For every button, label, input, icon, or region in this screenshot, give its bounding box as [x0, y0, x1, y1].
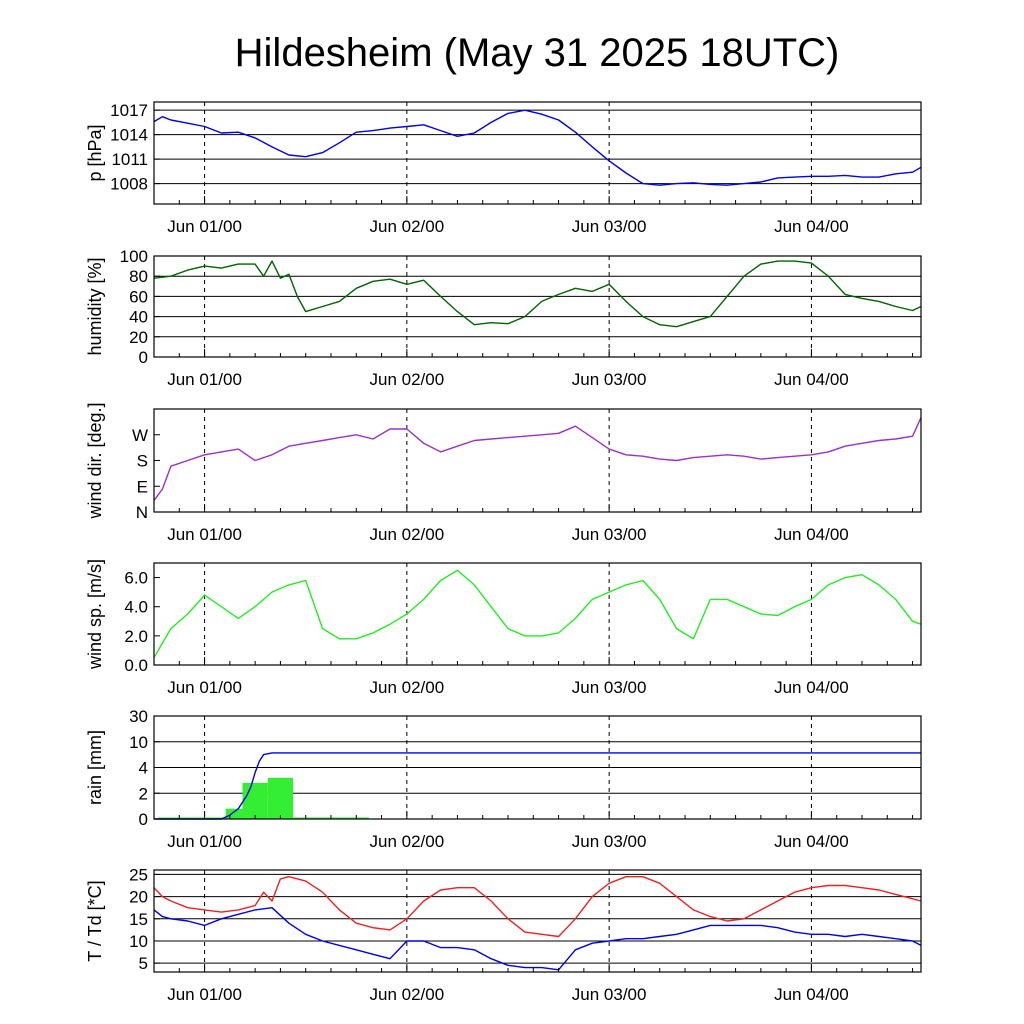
humidity-x-tick-label: Jun 01/00	[167, 370, 242, 389]
rain-series-0	[154, 752, 921, 820]
rain-x-tick-label: Jun 04/00	[774, 832, 849, 851]
pressure-y-tick-label: 1014	[110, 126, 148, 145]
rain-bar-4	[267, 777, 294, 819]
wind-direction-y-tick-label: S	[137, 452, 148, 471]
wind-direction-x-tick-label: Jun 04/00	[774, 525, 849, 544]
wind-speed-x-tick-label: Jun 02/00	[370, 678, 445, 697]
temperature-y-tick-label: 5	[139, 954, 148, 973]
wind-speed-series-0	[153, 569, 922, 659]
rain-y-tick-label: 0	[139, 810, 148, 829]
pressure-frame	[153, 101, 922, 205]
wind-direction-y-tick-label: W	[132, 426, 148, 445]
wind-direction-y-tick-label: E	[137, 477, 148, 496]
pressure-x-tick-label: Jun 01/00	[167, 217, 242, 236]
wind-direction-y-tick-label: N	[136, 503, 148, 522]
wind-speed-y-axis-label: wind sp. [m/s]	[85, 559, 105, 670]
temperature-series-1	[153, 907, 922, 971]
wind-speed-y-tick-label: 4.0	[124, 598, 148, 617]
pressure-x-tick-label: Jun 02/00	[370, 217, 445, 236]
temperature-y-tick-label: 20	[129, 888, 148, 907]
humidity-y-tick-label: 100	[120, 247, 148, 266]
temperature-series-0	[153, 876, 922, 938]
temperature-x-tick-label: Jun 01/00	[167, 985, 242, 1004]
temperature-y-tick-label: 15	[129, 910, 148, 929]
wind-speed-y-tick-label: 0.0	[124, 656, 148, 675]
wind-speed-x-tick-label: Jun 03/00	[572, 678, 647, 697]
wind-speed-frame	[153, 562, 922, 666]
chart-title: Hildesheim (May 31 2025 18UTC)	[235, 31, 840, 75]
wind-speed-y-tick-label: 2.0	[124, 627, 148, 646]
wind-speed-y-tick-label: 6.0	[124, 569, 148, 588]
wind-speed-x-tick-label: Jun 01/00	[167, 678, 242, 697]
rain-bar-1	[191, 817, 226, 819]
humidity-x-tick-label: Jun 04/00	[774, 370, 849, 389]
humidity-y-tick-label: 60	[129, 287, 148, 306]
humidity-y-axis-label: humidity [%]	[85, 257, 105, 355]
humidity-x-tick-label: Jun 03/00	[572, 370, 647, 389]
pressure-y-tick-label: 1008	[110, 175, 148, 194]
temperature-y-tick-label: 25	[129, 865, 148, 884]
wind-direction-x-tick-label: Jun 01/00	[167, 525, 242, 544]
rain-bar-3	[242, 782, 268, 819]
rain-y-axis-label: rain [mm]	[85, 730, 105, 805]
wind-direction-frame	[153, 408, 922, 513]
rain-x-tick-label: Jun 03/00	[572, 832, 647, 851]
temperature-y-tick-label: 10	[129, 932, 148, 951]
pressure-x-tick-label: Jun 03/00	[572, 217, 647, 236]
wind-direction-y-axis-label: wind dir. [deg.]	[85, 402, 105, 519]
wind-speed-x-tick-label: Jun 04/00	[774, 678, 849, 697]
humidity-series-0	[153, 260, 922, 328]
temperature-y-axis-label: T / Td [*C]	[85, 880, 105, 961]
humidity-y-tick-label: 40	[129, 308, 148, 327]
wind-direction-x-tick-label: Jun 03/00	[572, 525, 647, 544]
rain-y-tick-label: 4	[139, 759, 148, 778]
rain-y-tick-label: 2	[139, 784, 148, 803]
pressure-series-0	[153, 109, 922, 186]
humidity-y-tick-label: 0	[139, 348, 148, 367]
temperature-panel: 5 10 15 20 25 Jun 01/00 Jun 02/00 Jun 03/00 Jun …	[85, 865, 922, 1004]
wind-speed-panel: 0.0 2.0 4.0 6.0 Jun 01/00 Jun 02/00 Jun 03/00 J…	[85, 559, 922, 697]
pressure-x-tick-label: Jun 04/00	[774, 217, 849, 236]
temperature-x-tick-label: Jun 02/00	[370, 985, 445, 1004]
humidity-y-tick-label: 20	[129, 328, 148, 347]
rain-y-tick-label: 30	[129, 707, 148, 726]
wind-direction-series-0	[153, 417, 922, 502]
temperature-x-tick-label: Jun 03/00	[572, 985, 647, 1004]
pressure-panel: 1008 1011 1014 1017 Jun 01/00 Jun 02/00 Jun 03…	[85, 101, 922, 236]
rain-y-tick-label: 10	[129, 733, 148, 752]
rain-bar-0	[158, 817, 192, 819]
rain-x-tick-label: Jun 02/00	[370, 832, 445, 851]
humidity-x-tick-label: Jun 02/00	[370, 370, 445, 389]
rain-panel: 0 2 4 10 30 Jun 01/00 Jun 02/00 Jun 03/00 Jun 04…	[85, 707, 922, 851]
pressure-y-axis-label: p [hPa]	[85, 124, 105, 181]
pressure-y-tick-label: 1017	[110, 101, 148, 120]
humidity-y-tick-label: 80	[129, 267, 148, 286]
temperature-frame	[153, 869, 922, 973]
temperature-x-tick-label: Jun 04/00	[774, 985, 849, 1004]
panels: 1008 1011 1014 1017 Jun 01/00 Jun 02/00 Jun 03…	[85, 101, 922, 1004]
wind-direction-x-tick-label: Jun 02/00	[370, 525, 445, 544]
rain-x-tick-label: Jun 01/00	[167, 832, 242, 851]
pressure-y-tick-label: 1011	[111, 150, 148, 169]
rain-bar-2	[225, 808, 243, 819]
humidity-frame	[153, 255, 922, 358]
